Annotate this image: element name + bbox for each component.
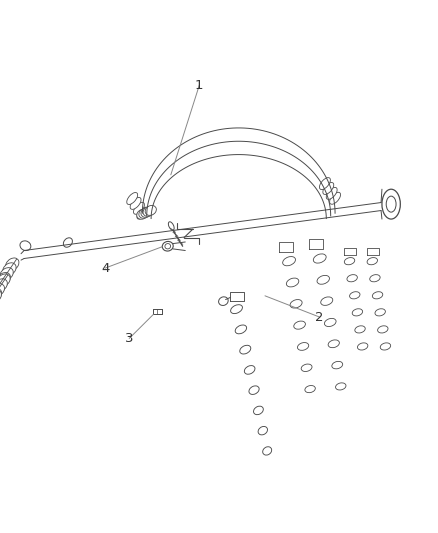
Ellipse shape bbox=[127, 192, 138, 205]
Ellipse shape bbox=[240, 345, 251, 354]
Ellipse shape bbox=[263, 447, 272, 455]
Ellipse shape bbox=[141, 207, 152, 217]
Ellipse shape bbox=[367, 257, 378, 265]
Ellipse shape bbox=[317, 276, 329, 284]
Text: 2: 2 bbox=[315, 311, 324, 324]
Ellipse shape bbox=[375, 309, 385, 316]
Ellipse shape bbox=[350, 292, 360, 299]
Ellipse shape bbox=[254, 406, 263, 415]
Ellipse shape bbox=[162, 241, 173, 251]
Ellipse shape bbox=[386, 196, 396, 212]
Ellipse shape bbox=[145, 205, 156, 215]
Ellipse shape bbox=[372, 292, 383, 299]
Ellipse shape bbox=[355, 326, 365, 333]
Ellipse shape bbox=[139, 208, 150, 219]
Ellipse shape bbox=[0, 268, 13, 280]
Text: 3: 3 bbox=[125, 332, 134, 345]
Ellipse shape bbox=[286, 278, 299, 287]
Ellipse shape bbox=[0, 284, 4, 296]
Ellipse shape bbox=[64, 238, 72, 247]
Ellipse shape bbox=[0, 290, 1, 303]
Ellipse shape bbox=[313, 254, 326, 263]
Ellipse shape bbox=[330, 192, 340, 204]
Ellipse shape bbox=[0, 272, 11, 285]
Ellipse shape bbox=[168, 222, 174, 230]
Ellipse shape bbox=[6, 258, 19, 271]
Ellipse shape bbox=[323, 182, 334, 195]
Ellipse shape bbox=[332, 361, 343, 369]
Ellipse shape bbox=[219, 297, 228, 305]
Ellipse shape bbox=[357, 343, 368, 350]
Ellipse shape bbox=[382, 189, 400, 219]
Ellipse shape bbox=[143, 206, 154, 216]
Ellipse shape bbox=[137, 209, 148, 219]
Ellipse shape bbox=[20, 241, 31, 251]
Ellipse shape bbox=[0, 274, 10, 287]
Ellipse shape bbox=[352, 309, 363, 316]
Ellipse shape bbox=[0, 282, 5, 295]
Ellipse shape bbox=[165, 244, 170, 249]
Ellipse shape bbox=[283, 256, 296, 266]
Ellipse shape bbox=[0, 288, 2, 301]
Ellipse shape bbox=[0, 279, 7, 292]
Ellipse shape bbox=[336, 383, 346, 390]
Ellipse shape bbox=[319, 177, 330, 190]
Ellipse shape bbox=[244, 366, 255, 374]
Ellipse shape bbox=[137, 207, 148, 219]
Ellipse shape bbox=[380, 343, 391, 350]
Ellipse shape bbox=[230, 305, 243, 313]
Ellipse shape bbox=[326, 188, 337, 199]
Text: 1: 1 bbox=[195, 79, 204, 92]
Ellipse shape bbox=[378, 326, 388, 333]
Ellipse shape bbox=[290, 300, 302, 308]
Ellipse shape bbox=[301, 364, 312, 372]
Ellipse shape bbox=[130, 197, 141, 209]
Ellipse shape bbox=[0, 277, 7, 290]
Ellipse shape bbox=[258, 426, 268, 435]
Ellipse shape bbox=[249, 386, 259, 394]
Ellipse shape bbox=[305, 385, 315, 393]
Ellipse shape bbox=[297, 343, 309, 350]
Ellipse shape bbox=[328, 340, 339, 348]
Ellipse shape bbox=[344, 257, 355, 265]
Ellipse shape bbox=[3, 263, 16, 276]
Ellipse shape bbox=[370, 274, 380, 282]
Text: 4: 4 bbox=[101, 262, 110, 274]
Ellipse shape bbox=[321, 297, 333, 305]
Ellipse shape bbox=[235, 325, 247, 334]
Ellipse shape bbox=[294, 321, 305, 329]
Ellipse shape bbox=[134, 203, 145, 214]
Ellipse shape bbox=[347, 274, 357, 282]
Ellipse shape bbox=[325, 318, 336, 327]
